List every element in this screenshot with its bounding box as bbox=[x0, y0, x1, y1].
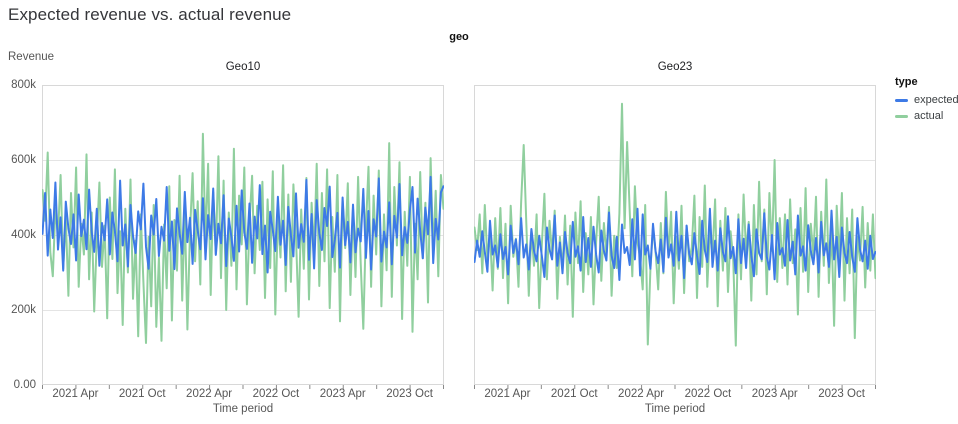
x-tick-label: 2021 Oct bbox=[118, 388, 166, 400]
legend-label: actual bbox=[914, 110, 944, 122]
x-tick-label: 2023 Oct bbox=[818, 388, 865, 400]
legend: type expected actual bbox=[895, 76, 958, 124]
panel-geo10-chart-area[interactable]: 2021 Apr 2021 Oct 2022 Apr 2022 Oct 2023 Apr… bbox=[42, 85, 444, 420]
panel-geo23-chart-area[interactable]: 2021 Apr 2021 Oct 2022 Apr 2022 Oct 2023 Apr… bbox=[474, 85, 876, 420]
y-tick-label: 0.00 bbox=[13, 379, 36, 391]
x-tick-label: 2022 Oct bbox=[252, 388, 300, 400]
legend-swatch-expected bbox=[895, 98, 908, 102]
x-tick-label: 2022 Apr bbox=[186, 388, 233, 400]
legend-item-actual: actual bbox=[895, 108, 957, 124]
y-tick-label: 400k bbox=[11, 229, 36, 241]
legend-label: expected bbox=[914, 94, 958, 106]
x-axis-title: Time period bbox=[644, 403, 706, 415]
facet-field-label: geo bbox=[449, 31, 469, 43]
chart-title: Expected revenue vs. actual revenue bbox=[8, 5, 292, 24]
y-axis-title: Revenue bbox=[8, 51, 55, 63]
x-tick-label: 2023 Apr bbox=[751, 388, 798, 400]
panel-border bbox=[42, 85, 444, 385]
x-tick-label: 2022 Oct bbox=[684, 388, 732, 400]
plot-area bbox=[474, 85, 876, 389]
legend-swatch-actual bbox=[895, 114, 908, 118]
series-line-expected bbox=[42, 175, 444, 274]
legend-title: type bbox=[895, 76, 918, 88]
x-tick-label: 2023 Apr bbox=[319, 388, 366, 400]
y-tick-label: 600k bbox=[11, 154, 36, 166]
x-tick-label: 2021 Apr bbox=[484, 388, 531, 400]
legend-item-expected: expected bbox=[895, 92, 958, 108]
x-axis-title: Time period bbox=[212, 403, 274, 415]
y-tick-label: 200k bbox=[11, 304, 36, 316]
y-axis-tick-labels: 0.00 200k 400k 600k 800k bbox=[0, 79, 36, 391]
series-line-expected bbox=[474, 207, 876, 281]
x-tick-label: 2021 Oct bbox=[550, 388, 598, 400]
panel-title-geo23: Geo23 bbox=[657, 61, 693, 73]
panel-title-geo10: Geo10 bbox=[225, 61, 261, 73]
plot-area bbox=[42, 85, 444, 389]
x-tick-label: 2022 Apr bbox=[618, 388, 665, 400]
x-tick-label: 2021 Apr bbox=[52, 388, 99, 400]
x-tick-label: 2023 Oct bbox=[386, 388, 433, 400]
y-tick-label: 800k bbox=[11, 79, 36, 91]
